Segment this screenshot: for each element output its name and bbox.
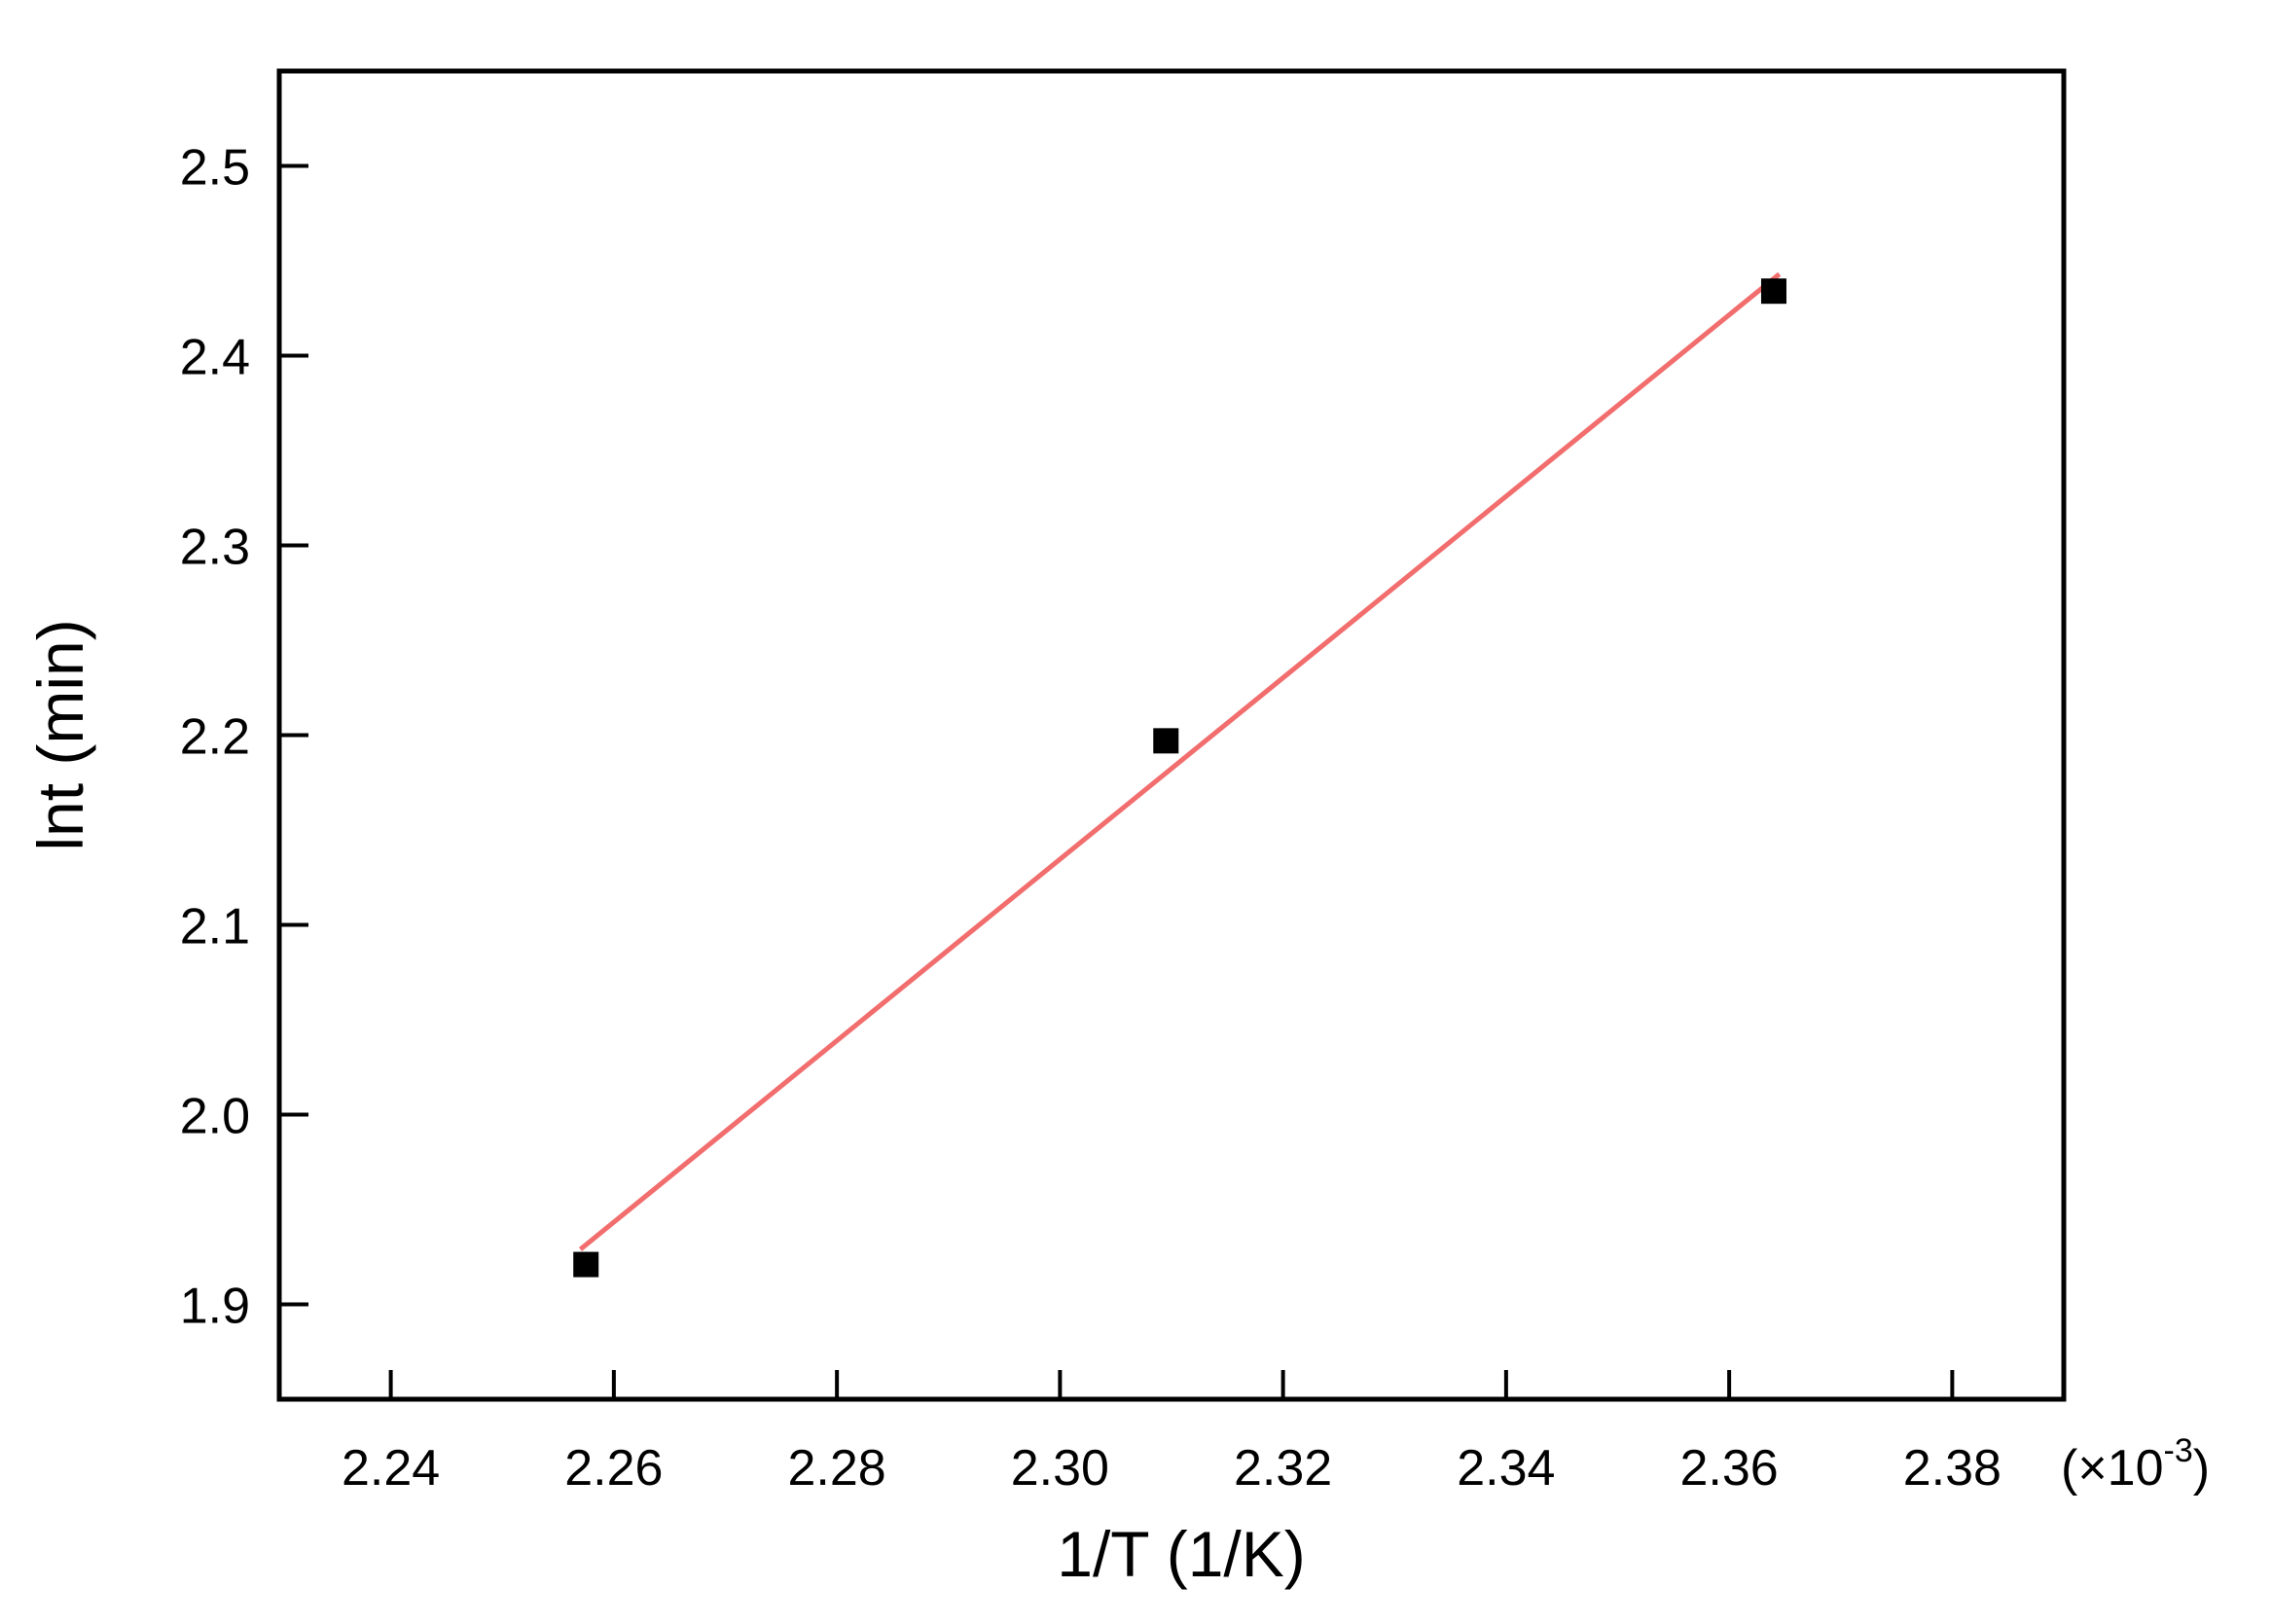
x-axis-scale-exponent: -3 [2164,1432,2193,1469]
x-tick-label: 2.24 [342,1440,440,1497]
y-tick-label: 2.1 [180,899,250,956]
ticks-layer [279,163,1955,1399]
plot-frame [276,68,2067,1402]
y-tick-label: 2.0 [180,1089,250,1145]
x-tick-label: 2.30 [1011,1440,1109,1497]
y-axis-title: lnt (min) [24,619,96,850]
x-tick-label: 2.34 [1457,1440,1555,1497]
tick-labels-layer: 2.24 2.26 2.28 2.30 2.32 2.34 2.36 2.38 1.9 2.0 2.… [180,140,2002,1498]
data-point-marker [573,1251,599,1278]
x-tick-label: 2.28 [788,1440,886,1497]
y-tick-label: 2.3 [180,520,250,576]
x-tick-label: 2.38 [1903,1440,2002,1497]
x-tick-label: 2.32 [1234,1440,1332,1497]
x-axis-scale-prefix: (×10 [2061,1440,2164,1497]
y-tick-label: 2.5 [180,140,250,197]
data-point-marker [1760,278,1786,305]
x-tick-label: 2.36 [1680,1440,1779,1497]
series-layer [573,271,1786,1278]
x-tick-label: 2.26 [564,1440,663,1497]
linear-fit-line [578,271,1782,1251]
y-tick-label: 1.9 [180,1279,250,1335]
data-point-marker [1153,728,1179,754]
y-tick-label: 2.4 [180,330,250,386]
x-axis-scale-label: (×10-3) [2061,1432,2210,1497]
y-tick-label: 2.2 [180,709,250,766]
x-axis-scale-suffix: ) [2193,1440,2210,1497]
x-axis-title: 1/T (1/K) [1057,1518,1306,1590]
